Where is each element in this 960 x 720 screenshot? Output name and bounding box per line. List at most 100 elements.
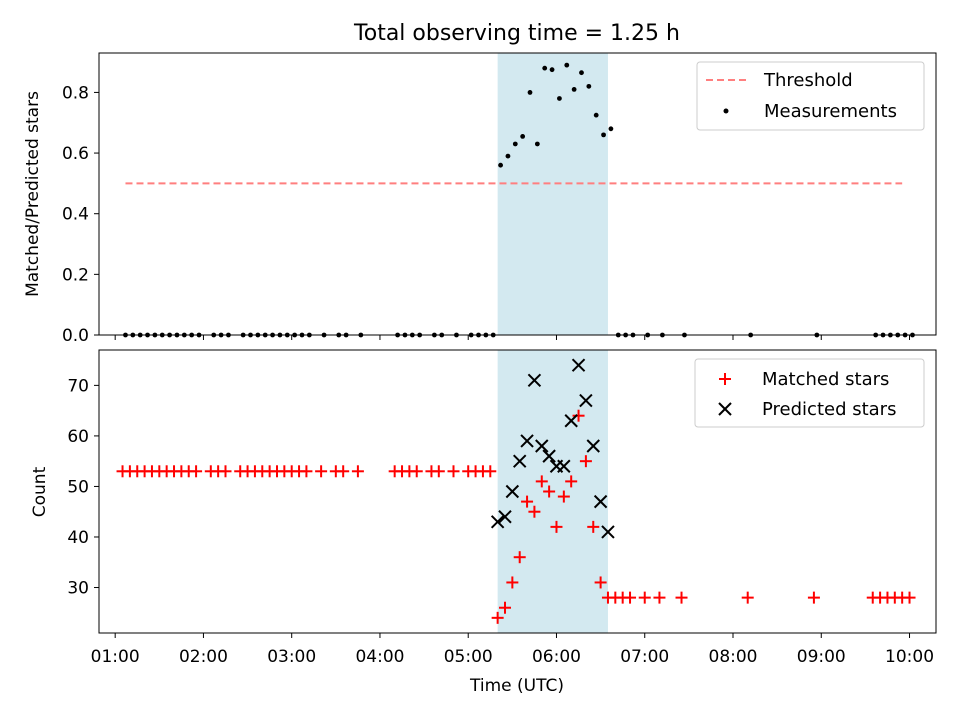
predicted-star-point: [601, 525, 615, 539]
bottom-yticks: 30 40 50 60 70: [67, 376, 99, 599]
bottom-xtick-label: 03:00: [267, 647, 316, 667]
bottom-panel: 30 40 50 60 70 01:00 02:00 03:00 04:00 05:00 06:0…: [30, 349, 937, 696]
matched-star-point: [638, 591, 651, 604]
matched-star-point: [594, 576, 607, 589]
matched-star-point: [491, 611, 504, 624]
bottom-xlabel: Time (UTC): [469, 676, 564, 696]
top-shaded-region: [497, 53, 608, 335]
legend-predicted-swatch: [718, 402, 732, 416]
top-title: Total observing time = 1.25 h: [353, 21, 680, 46]
predicted-star-point: [571, 358, 586, 372]
bottom-ytick-label: 60: [67, 427, 89, 447]
bottom-xticks: 01:00 02:00 03:00 04:00 05:00 06:00 07:00 08:00…: [91, 633, 934, 667]
legend-threshold-label: Threshold: [763, 70, 853, 91]
matched-star-point: [498, 601, 511, 614]
predicted-stars-series: [490, 358, 615, 539]
matched-star-point: [535, 475, 548, 488]
matched-star-point: [903, 591, 916, 604]
predicted-star-point: [557, 459, 571, 473]
predicted-star-point: [527, 373, 542, 388]
matched-star-point: [300, 465, 313, 478]
matched-star-point: [565, 475, 578, 488]
bottom-ytick-label: 70: [67, 376, 89, 396]
legend-measurements-label: Measurements: [764, 101, 897, 122]
bottom-ylabel: Count: [30, 466, 50, 517]
matched-star-point: [447, 465, 460, 478]
bottom-legend: Matched stars Predicted stars: [694, 358, 925, 428]
predicted-star-point: [498, 510, 512, 524]
bottom-xtick-label: 01:00: [91, 647, 140, 667]
matched-star-point: [337, 465, 350, 478]
bottom-xtick-label: 05:00: [444, 647, 493, 667]
matched-star-point: [807, 591, 820, 604]
bottom-xtick-label: 10:00: [885, 647, 934, 667]
matched-star-point: [543, 485, 556, 498]
top-ytick-label: 0.4: [62, 205, 89, 225]
matched-star-point: [557, 490, 570, 503]
measurement-point: [564, 62, 570, 68]
measurement-point: [527, 90, 533, 95]
top-ylabel: Matched/Predicted stars: [23, 91, 43, 297]
measurement-point: [571, 86, 577, 92]
measurement-point: [505, 153, 511, 159]
predicted-star-point: [586, 439, 600, 453]
predicted-star-point: [512, 454, 527, 468]
predicted-star-point: [564, 414, 578, 428]
bottom-ytick-label: 30: [67, 579, 89, 599]
top-ytick-label: 0.6: [62, 144, 89, 164]
bottom-xtick-label: 08:00: [709, 647, 758, 667]
matched-star-point: [484, 465, 497, 478]
legend-predicted-label: Predicted stars: [762, 399, 896, 420]
measurement-point: [534, 141, 540, 147]
top-yticks: 0.0 0.2 0.4 0.6 0.8: [62, 83, 99, 346]
measurement-point: [601, 132, 606, 138]
matched-star-point: [550, 520, 563, 533]
bottom-plot-frame: [98, 349, 937, 634]
measurement-point: [557, 96, 562, 101]
measurement-point: [498, 162, 503, 168]
top-legend: Threshold Measurements: [696, 61, 925, 131]
top-ytick-label: 0.0: [62, 326, 89, 346]
top-plot-frame: [98, 52, 937, 336]
matched-star-point: [741, 591, 754, 604]
top-legend-box: [696, 61, 925, 131]
measurement-point: [549, 67, 555, 73]
legend-measurements-swatch: [723, 108, 729, 114]
predicted-star-point: [490, 515, 505, 529]
matched-stars-series: [116, 409, 916, 624]
matched-star-point: [410, 465, 423, 478]
predicted-star-point: [505, 484, 520, 499]
matched-star-point: [513, 551, 526, 564]
matched-star-point: [432, 465, 445, 478]
matched-star-point: [572, 409, 585, 422]
predicted-star-point: [579, 393, 593, 408]
bottom-ytick-label: 50: [67, 477, 89, 497]
predicted-star-point: [593, 494, 608, 509]
bottom-legend-box: [694, 358, 925, 428]
measurement-point: [608, 126, 614, 132]
bottom-ytick-label: 40: [67, 528, 89, 548]
bottom-xtick-label: 06:00: [532, 647, 581, 667]
top-xtick-marks: [114, 335, 911, 340]
measurement-point: [593, 112, 599, 118]
matched-star-point: [624, 591, 637, 604]
top-ytick-label: 0.8: [62, 83, 89, 103]
predicted-star-point: [542, 449, 556, 463]
matched-star-point: [587, 520, 600, 533]
bottom-xtick-label: 07:00: [620, 647, 669, 667]
legend-matched-label: Matched stars: [762, 369, 889, 390]
measurement-point: [520, 133, 526, 139]
matched-star-point: [315, 465, 328, 478]
matched-star-point: [528, 505, 541, 518]
measurement-point: [542, 65, 548, 71]
matched-star-point: [219, 465, 232, 478]
predicted-star-point: [535, 439, 549, 453]
matched-star-point: [675, 591, 688, 604]
top-ytick-label: 0.2: [62, 265, 89, 285]
measurement-point: [579, 70, 584, 76]
matched-star-point: [506, 576, 519, 589]
matched-star-point: [190, 465, 203, 478]
top-panel: 0.0 0.2 0.4 0.6 0.8 Total observing time = 1…: [23, 21, 937, 346]
measurement-point: [586, 83, 592, 89]
